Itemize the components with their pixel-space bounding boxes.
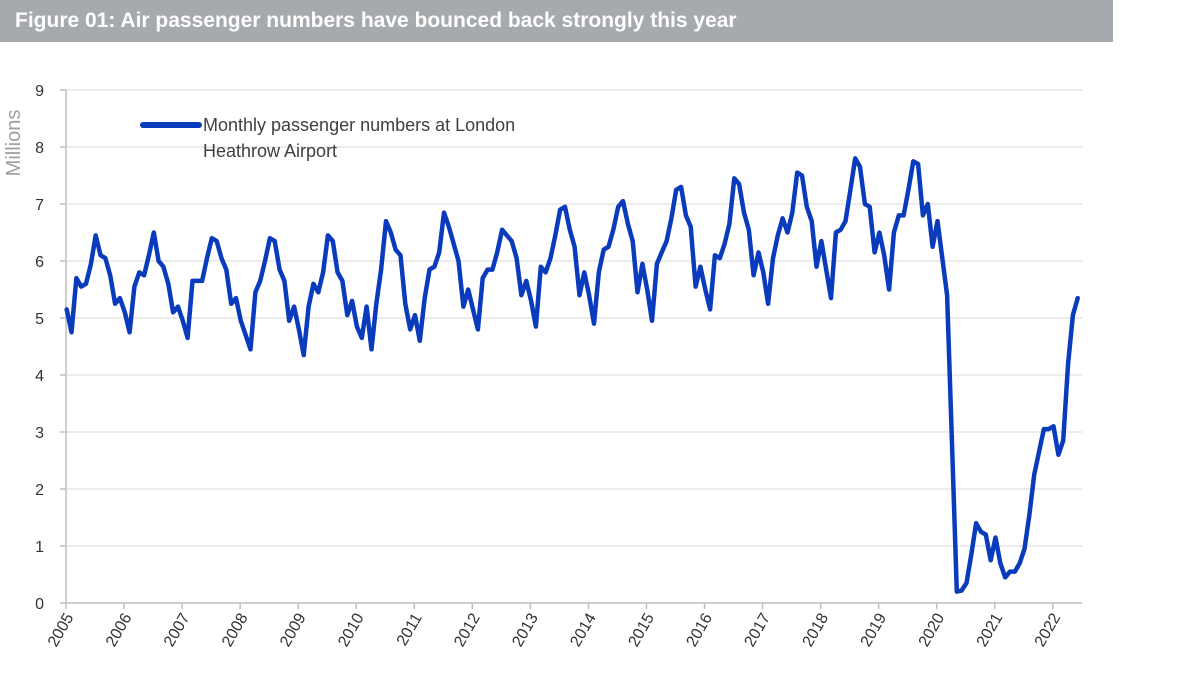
y-tick-label: 4 bbox=[35, 368, 44, 385]
y-tick-label: 7 bbox=[35, 197, 44, 214]
y-tick-label: 6 bbox=[35, 254, 44, 271]
x-tick-label: 2020 bbox=[916, 610, 949, 649]
y-tick-labels: 0 1 2 3 4 5 6 7 8 9 bbox=[35, 83, 66, 613]
y-tick-label: 3 bbox=[35, 425, 44, 442]
x-tick-label: 2016 bbox=[683, 610, 716, 649]
legend-label-line2: Heathrow Airport bbox=[203, 141, 337, 161]
x-tick-label: 2006 bbox=[103, 610, 136, 649]
legend-label-line1: Monthly passenger numbers at London bbox=[203, 115, 515, 135]
x-tick-label: 2009 bbox=[277, 610, 310, 649]
x-tick-label: 2012 bbox=[451, 610, 484, 649]
title-bar: Figure 01: Air passenger numbers have bo… bbox=[0, 0, 1113, 42]
y-tick-label: 1 bbox=[35, 539, 44, 556]
x-tick-label: 2019 bbox=[858, 610, 891, 649]
x-tick-label: 2017 bbox=[742, 610, 775, 649]
x-tick-label: 2018 bbox=[800, 610, 833, 649]
y-axis-label: Millions bbox=[3, 110, 25, 177]
x-tick-label: 2007 bbox=[161, 610, 194, 649]
x-tick-labels: 2005 2006 2007 2008 2009 2010 2011 2012 2013 2014… bbox=[45, 603, 1064, 650]
x-tick-label: 2008 bbox=[219, 610, 252, 649]
x-tick-label: 2010 bbox=[335, 610, 368, 649]
x-tick-label: 2014 bbox=[567, 610, 600, 649]
x-tick-label: 2013 bbox=[509, 610, 542, 649]
y-tick-label: 2 bbox=[35, 482, 44, 499]
x-tick-label: 2011 bbox=[394, 610, 426, 648]
x-tick-label: 2015 bbox=[625, 610, 658, 649]
y-tick-label: 0 bbox=[35, 596, 44, 613]
y-tick-label: 8 bbox=[35, 140, 44, 157]
x-tick-label: 2005 bbox=[45, 610, 78, 649]
x-tick-label: 2022 bbox=[1032, 610, 1065, 649]
series-line-heathrow bbox=[64, 156, 1080, 594]
x-tick-label: 2021 bbox=[974, 610, 1007, 649]
chart-title: Figure 01: Air passenger numbers have bo… bbox=[15, 9, 737, 32]
legend: Monthly passenger numbers at London Heat… bbox=[140, 115, 515, 161]
y-tick-label: 9 bbox=[35, 83, 44, 100]
y-tick-label: 5 bbox=[35, 311, 44, 328]
